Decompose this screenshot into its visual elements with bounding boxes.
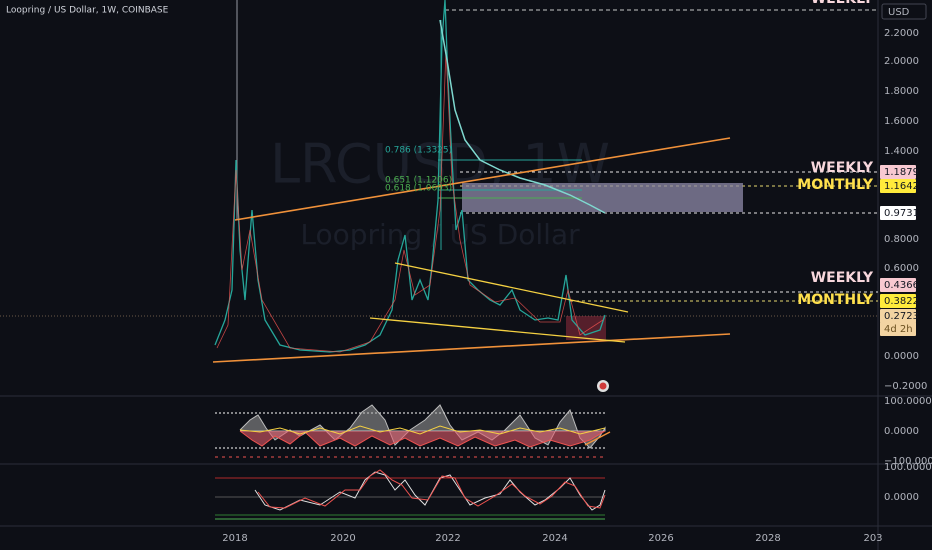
price-badge-label: 0.4366 bbox=[884, 280, 919, 291]
symbol-title: Loopring / US Dollar, 1W, COINBASE bbox=[6, 6, 169, 16]
fib-label: 0.618 (1.0693) bbox=[385, 184, 452, 194]
time-tick-label: 2028 bbox=[755, 533, 780, 544]
price-tick-label: 0.6000 bbox=[884, 263, 919, 274]
price-tick-label: 1.8000 bbox=[884, 86, 919, 97]
price-tick-label: −0.2000 bbox=[884, 381, 927, 392]
wedge-line bbox=[394, 262, 629, 313]
price-badge bbox=[880, 165, 916, 179]
price-tick-label: 2.0000 bbox=[884, 56, 919, 67]
price-tick-label: 0.0000 bbox=[884, 351, 919, 362]
level-annotation: WEEKLY bbox=[811, 270, 874, 286]
price-badge-label: 0.3822 bbox=[884, 296, 919, 307]
oscillator-signal bbox=[257, 469, 606, 509]
indicator-tick-label: 0.0000 bbox=[884, 426, 919, 437]
price-series-shadow bbox=[216, 49, 604, 353]
price-badge bbox=[880, 309, 916, 323]
trendline bbox=[234, 137, 731, 221]
fib-label: 0.651 (1.1206) bbox=[385, 176, 452, 186]
price-series bbox=[214, 0, 606, 353]
level-annotation: MONTHLY bbox=[797, 177, 874, 193]
price-tick-label: 2.2000 bbox=[884, 28, 919, 39]
indicator-tick-label: 100.0000 bbox=[884, 462, 932, 473]
price-badge bbox=[880, 206, 916, 220]
price-badge-label: 1.1642 bbox=[884, 181, 919, 192]
price-badge-label: 0.2723 bbox=[884, 311, 919, 322]
price-tick-label: 0.8000 bbox=[884, 234, 919, 245]
event-icon-dot bbox=[599, 382, 607, 390]
price-badge-label: 1.1879 bbox=[884, 167, 919, 178]
indicator-trendline bbox=[584, 431, 611, 446]
currency-box bbox=[881, 3, 927, 20]
level-annotation: MONTHLY bbox=[797, 292, 874, 308]
time-tick-label: 2022 bbox=[435, 533, 460, 544]
indicator-tick-label: −100.0000 bbox=[884, 456, 932, 467]
countdown-label: 4d 2h bbox=[884, 324, 913, 335]
currency-label: USD bbox=[888, 7, 910, 18]
time-tick-label: 2018 bbox=[222, 533, 247, 544]
trendline bbox=[212, 333, 731, 363]
labels: USD 2.2000 2.0000 1.8000 1.6000 1.4000 0.8000 0… bbox=[222, 0, 932, 544]
indicator-tick-label: 0.0000 bbox=[884, 492, 919, 503]
wedge-line bbox=[369, 317, 626, 343]
time-tick-label: 2026 bbox=[648, 533, 673, 544]
time-tick-label: 2024 bbox=[542, 533, 567, 544]
price-tick-label: 1.4000 bbox=[884, 146, 919, 157]
countdown-badge bbox=[880, 322, 916, 336]
indicator-area bbox=[239, 430, 606, 448]
price-tick-label: 1.6000 bbox=[884, 116, 919, 127]
fib-label: 0.786 (1.3325) bbox=[385, 146, 452, 156]
price-badge-label: 0.9731 bbox=[884, 208, 919, 219]
indicator-line bbox=[239, 425, 606, 435]
moving-average bbox=[439, 19, 606, 214]
price-badge bbox=[880, 278, 916, 292]
time-tick-label: 2020 bbox=[330, 533, 355, 544]
watermark-description: Loopring / US Dollar bbox=[300, 218, 580, 251]
time-tick-label: 203 bbox=[863, 533, 882, 544]
level-annotation: WEEKLY bbox=[811, 0, 874, 7]
level-annotation: WEEKLY bbox=[811, 160, 874, 176]
price-badge bbox=[880, 179, 916, 193]
price-badge bbox=[880, 294, 916, 308]
indicator-tick-label: 100.0000 bbox=[884, 396, 932, 407]
